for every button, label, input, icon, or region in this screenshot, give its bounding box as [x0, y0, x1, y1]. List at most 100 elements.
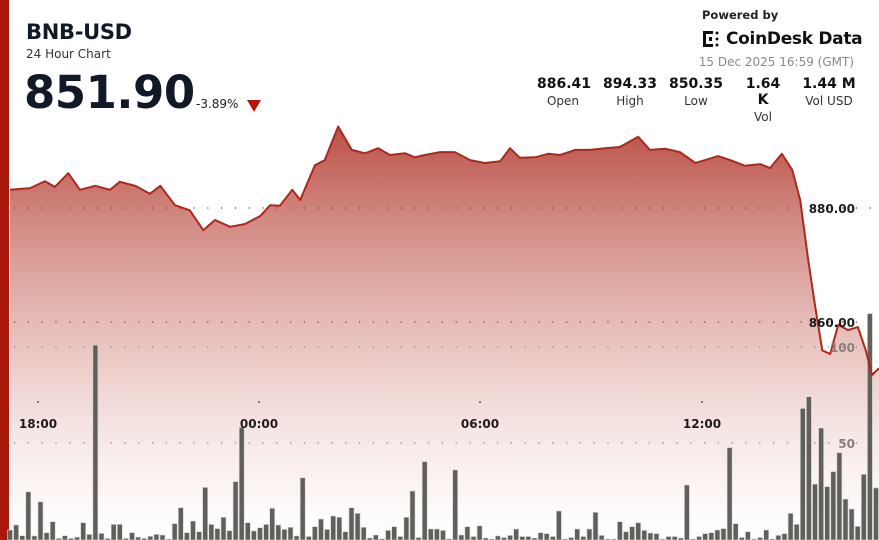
volume-bar [671, 536, 678, 540]
volume-bar [806, 396, 812, 540]
volume-bar [245, 522, 251, 540]
stat-value: 1.44 M [802, 76, 856, 92]
volume-bar [592, 511, 599, 540]
volume-bar [318, 518, 324, 540]
time-tick-mark [701, 401, 703, 403]
volume-bar [80, 522, 86, 540]
volume-bar [781, 533, 788, 540]
volume-bar [324, 529, 330, 540]
volume-bar [281, 529, 288, 540]
volume-bar [214, 528, 221, 540]
price-tick-860: 860.00 [809, 316, 855, 330]
volume-bar [153, 534, 160, 540]
volume-bar [580, 536, 587, 540]
volume-bar [117, 524, 123, 540]
volume-bar [312, 526, 318, 540]
volume-bar [440, 530, 446, 540]
volume-bar [421, 461, 428, 540]
volume-bar [299, 477, 306, 540]
volume-bar [629, 526, 635, 540]
volume-bar [434, 528, 440, 540]
volume-bar [452, 469, 459, 540]
stat-open: 886.41 Open [537, 76, 591, 108]
volume-bar [556, 510, 562, 540]
time-tick-1200: 12:00 [683, 417, 721, 431]
volume-bar [775, 535, 782, 540]
chart-subtitle: 24 Hour Chart [26, 47, 111, 61]
volume-bar [354, 512, 361, 540]
time-tick-mark [479, 401, 481, 403]
volume-bar [458, 534, 465, 540]
volume-bar [696, 536, 702, 540]
volume-bar [129, 532, 135, 540]
volume-bar [824, 486, 831, 540]
volume-bar [342, 531, 349, 540]
volume-bar [860, 473, 867, 540]
volume-bar [220, 516, 227, 540]
stat-label: Open [546, 94, 580, 108]
volume-bar [525, 536, 532, 540]
volume-bar [13, 524, 19, 540]
volume-bar [617, 521, 623, 540]
volume-bar [31, 535, 38, 540]
volume-bar [49, 521, 56, 540]
volume-bar [427, 528, 434, 540]
volume-bar [43, 532, 50, 540]
volume-bar [336, 516, 343, 540]
timestamp: 15 Dec 2025 16:59 (GMT) [698, 55, 854, 69]
stat-label: High [616, 94, 644, 108]
volume-bar [818, 427, 824, 540]
volume-bar [184, 532, 190, 540]
volume-bar [732, 523, 739, 540]
volume-bar [531, 537, 538, 540]
volume-bar [269, 507, 276, 540]
volume-bar [98, 533, 105, 540]
volume-bar [543, 533, 550, 540]
volume-bar [482, 537, 489, 540]
stat-vol: 1.64 K Vol [738, 76, 788, 124]
volume-bar [86, 534, 93, 540]
volume-bar [409, 490, 416, 540]
volume-bar [92, 344, 99, 540]
price-tick-880: 880.00 [809, 202, 855, 216]
volume-bar [763, 529, 770, 540]
stat-label: Low [684, 94, 708, 108]
volume-bar [330, 515, 337, 540]
volume-bar [537, 532, 544, 540]
volume-bar [702, 533, 709, 540]
volume-bar [208, 524, 215, 540]
volume-bar [415, 537, 422, 540]
volume-bar [799, 408, 806, 540]
volume-bar [757, 537, 763, 540]
volume-bar [635, 522, 642, 540]
volume-bar [513, 528, 520, 540]
volume-bar [104, 538, 111, 540]
volume-bar [68, 538, 74, 540]
volume-bar [836, 452, 843, 540]
volume-bar [653, 533, 660, 540]
volume-bar [812, 483, 818, 540]
volume-tick-50: 50 [838, 437, 855, 451]
volume-bar [25, 491, 32, 540]
accent-bar [0, 0, 9, 540]
volume-tick-100: 100 [830, 341, 855, 355]
price-line [9, 125, 879, 376]
volume-bar [171, 523, 178, 540]
volume-bar [238, 426, 245, 540]
volume-bar [373, 534, 379, 540]
volume-bar [598, 535, 605, 540]
brand-name: CoinDesk Data [726, 29, 863, 49]
volume-bar [123, 538, 129, 540]
coindesk-logo-icon [703, 31, 719, 47]
volume-bar [708, 532, 715, 540]
volume-bar [403, 516, 410, 540]
volume-bar [196, 531, 202, 540]
volume-bar [251, 530, 257, 540]
volume-bar [287, 526, 294, 540]
stat-label: Vol USD [805, 94, 853, 108]
down-arrow-icon [247, 100, 261, 112]
volume-bar [293, 535, 300, 540]
time-tick-0600: 06:00 [461, 417, 499, 431]
volume-bar [586, 528, 593, 540]
